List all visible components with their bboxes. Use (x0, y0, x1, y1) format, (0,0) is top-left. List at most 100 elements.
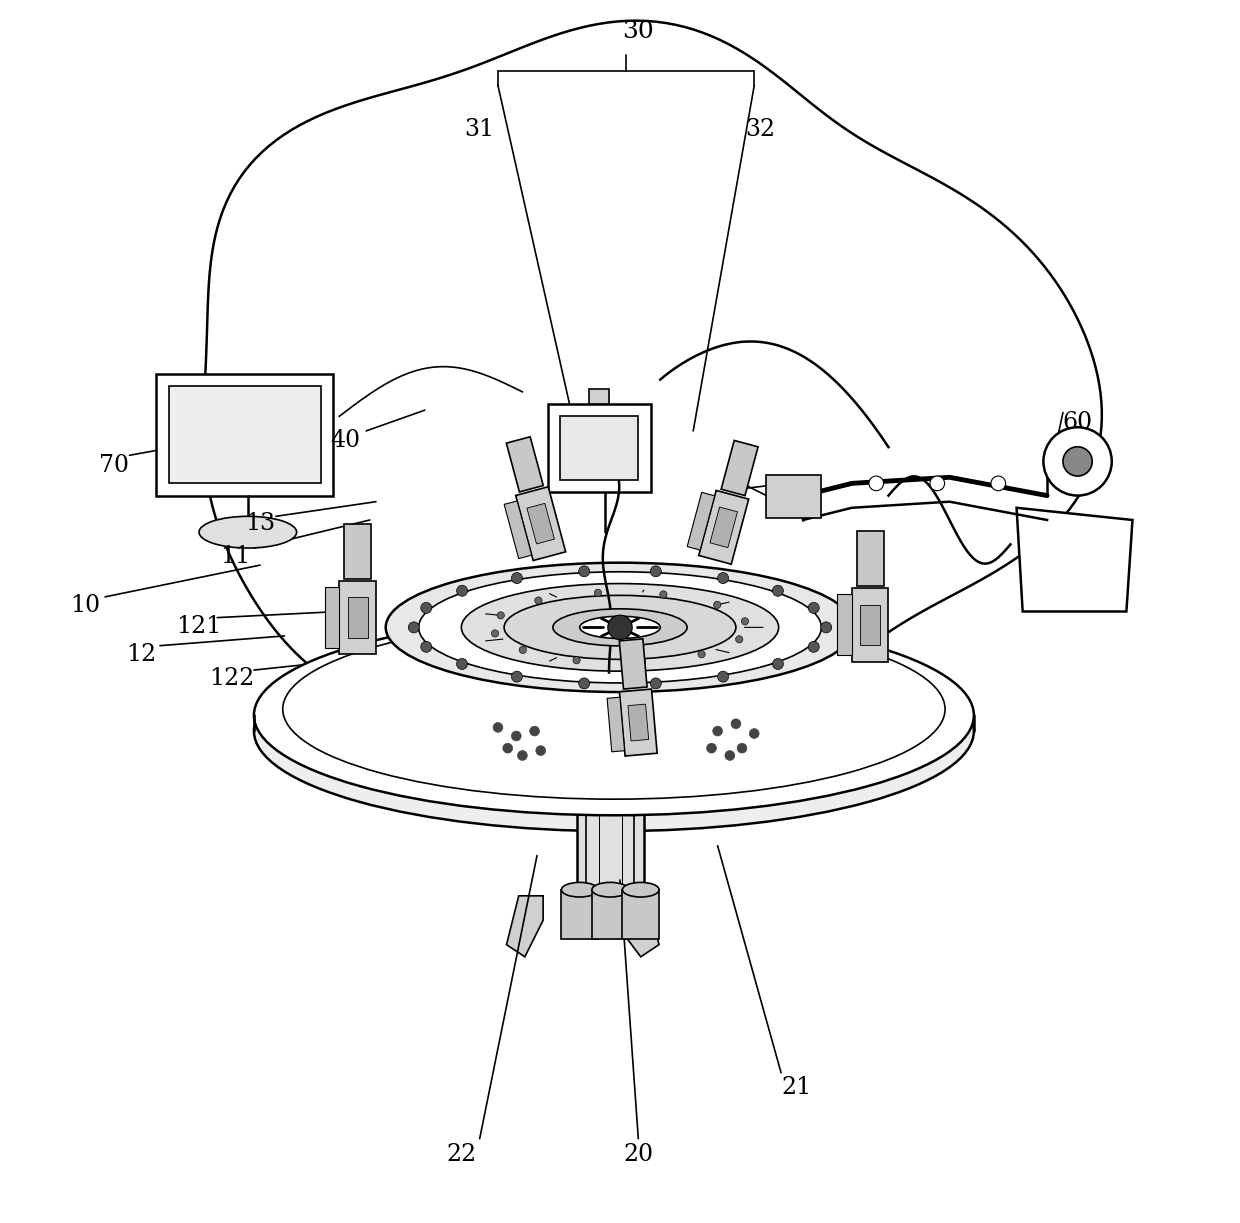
Polygon shape (506, 437, 543, 492)
Circle shape (707, 744, 717, 753)
Circle shape (742, 618, 749, 625)
Circle shape (511, 731, 521, 741)
Circle shape (503, 744, 512, 753)
Circle shape (808, 603, 820, 614)
Circle shape (494, 723, 503, 733)
Circle shape (735, 636, 743, 643)
Bar (766, 475, 821, 517)
Circle shape (1063, 446, 1092, 476)
Circle shape (520, 646, 527, 653)
Ellipse shape (386, 563, 854, 692)
Text: 122: 122 (210, 667, 254, 690)
Circle shape (749, 729, 759, 739)
Bar (169, 385, 321, 483)
Ellipse shape (254, 615, 973, 816)
Polygon shape (687, 493, 714, 550)
Circle shape (511, 671, 522, 682)
Ellipse shape (461, 583, 779, 671)
Polygon shape (325, 587, 340, 648)
Circle shape (420, 603, 432, 614)
Circle shape (579, 678, 590, 689)
Circle shape (517, 751, 527, 761)
Polygon shape (506, 895, 543, 956)
Text: 22: 22 (446, 1144, 476, 1166)
Text: 12: 12 (126, 643, 156, 665)
Polygon shape (722, 440, 758, 495)
Polygon shape (1017, 508, 1132, 612)
Bar (560, 416, 639, 479)
Circle shape (511, 572, 522, 583)
Bar (591, 889, 629, 938)
Bar (156, 373, 334, 495)
Circle shape (698, 651, 706, 658)
Circle shape (456, 586, 467, 597)
Polygon shape (698, 490, 749, 564)
Circle shape (713, 726, 723, 736)
Polygon shape (837, 594, 852, 656)
Text: 70: 70 (99, 454, 129, 477)
Circle shape (491, 630, 498, 637)
Ellipse shape (591, 882, 629, 896)
Polygon shape (852, 588, 888, 662)
Polygon shape (203, 21, 1102, 709)
Circle shape (930, 476, 945, 490)
Polygon shape (711, 508, 738, 548)
Text: 31: 31 (465, 117, 495, 141)
Text: 21: 21 (781, 1076, 812, 1099)
Polygon shape (608, 697, 625, 752)
Polygon shape (857, 531, 884, 586)
Circle shape (639, 658, 646, 665)
Text: 60: 60 (1063, 411, 1092, 434)
Circle shape (869, 476, 884, 490)
Ellipse shape (419, 572, 821, 682)
Text: 13: 13 (246, 512, 275, 536)
Circle shape (660, 591, 667, 598)
Text: 30: 30 (622, 21, 655, 43)
Polygon shape (620, 689, 657, 756)
Ellipse shape (562, 882, 598, 896)
Circle shape (991, 476, 1006, 490)
Text: 11: 11 (221, 545, 250, 569)
Circle shape (408, 621, 419, 632)
Polygon shape (861, 605, 880, 645)
Circle shape (650, 678, 661, 689)
Circle shape (536, 746, 546, 756)
Circle shape (713, 602, 720, 609)
Text: 10: 10 (71, 594, 100, 616)
Ellipse shape (505, 596, 735, 659)
Circle shape (737, 744, 746, 753)
Circle shape (1043, 427, 1112, 495)
Circle shape (773, 658, 784, 669)
Polygon shape (627, 704, 649, 741)
Text: 40: 40 (330, 429, 361, 453)
Circle shape (718, 572, 729, 583)
Circle shape (420, 641, 432, 652)
Circle shape (718, 671, 729, 682)
Circle shape (497, 612, 505, 619)
Bar (589, 389, 609, 404)
Ellipse shape (622, 882, 658, 896)
Text: 20: 20 (624, 1144, 653, 1166)
Circle shape (579, 566, 590, 577)
Polygon shape (347, 598, 368, 637)
Circle shape (821, 621, 832, 632)
Circle shape (808, 641, 820, 652)
Circle shape (773, 586, 784, 597)
Circle shape (456, 658, 467, 669)
Polygon shape (527, 504, 554, 544)
Polygon shape (516, 487, 565, 560)
Ellipse shape (553, 609, 687, 646)
Circle shape (732, 719, 740, 729)
Circle shape (529, 726, 539, 736)
Ellipse shape (200, 516, 296, 548)
Circle shape (725, 751, 735, 761)
Circle shape (650, 566, 661, 577)
Bar (548, 404, 651, 492)
Text: 32: 32 (745, 117, 775, 141)
Bar (622, 889, 658, 938)
Ellipse shape (254, 631, 973, 832)
Circle shape (594, 589, 601, 597)
Ellipse shape (580, 616, 660, 638)
Polygon shape (345, 523, 371, 578)
Polygon shape (622, 895, 658, 956)
